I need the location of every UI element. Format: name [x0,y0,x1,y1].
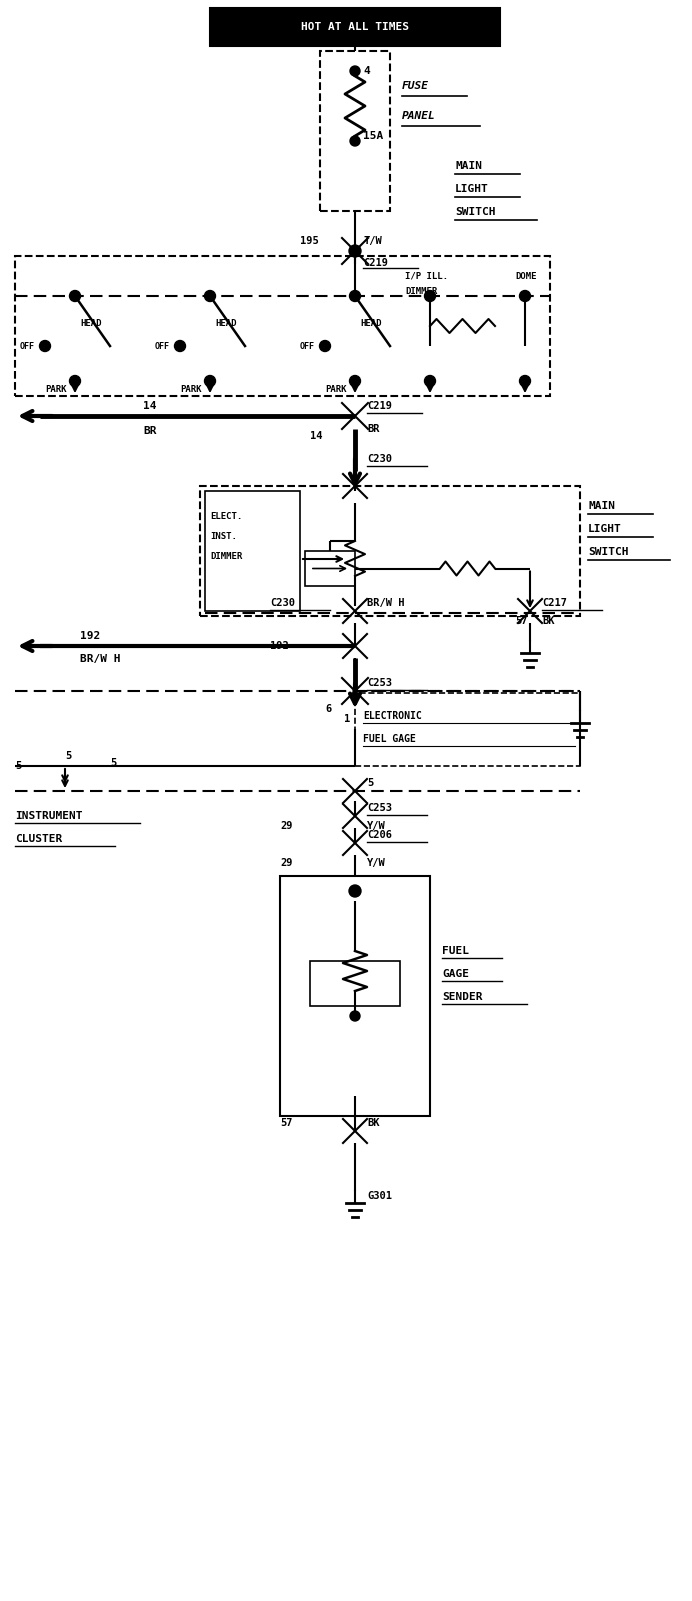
Text: Y/W: Y/W [367,821,385,831]
Circle shape [520,376,531,386]
Text: DIMMER: DIMMER [210,551,242,560]
Circle shape [349,885,361,897]
Text: INSTRUMENT: INSTRUMENT [15,812,82,821]
Text: LIGHT: LIGHT [588,524,621,535]
Bar [205,492,300,612]
Bar [210,8,500,46]
Text: SENDER: SENDER [442,993,482,1002]
Text: SWITCH: SWITCH [588,548,628,557]
Text: 29: 29 [280,821,293,831]
Text: PARK: PARK [45,384,66,394]
Text: MAIN: MAIN [588,501,615,511]
Text: OFF: OFF [20,341,35,351]
Text: C253: C253 [367,677,392,688]
Text: OFF: OFF [300,341,315,351]
Circle shape [69,376,80,386]
Circle shape [205,376,215,386]
Text: 5: 5 [15,760,21,772]
Text: ELECTRONIC: ELECTRONIC [363,711,421,720]
Text: BR: BR [143,426,157,435]
Circle shape [350,136,360,146]
Text: ELECT.: ELECT. [210,511,242,520]
Circle shape [350,885,360,897]
Bar [355,693,580,765]
Text: LIGHT: LIGHT [455,184,489,194]
Text: 57: 57 [280,1117,293,1129]
Text: BR: BR [367,424,379,434]
Text: INST.: INST. [210,532,237,541]
Bar [320,51,390,211]
Circle shape [349,290,361,301]
Text: T/W: T/W [363,235,382,247]
Text: Y/W: Y/W [367,858,385,868]
Circle shape [424,376,435,386]
Circle shape [350,66,360,75]
Text: HOT AT ALL TIMES: HOT AT ALL TIMES [301,22,409,32]
Text: I/P ILL.: I/P ILL. [405,272,448,280]
Text: SWITCH: SWITCH [455,207,495,218]
Text: PARK: PARK [325,384,347,394]
Circle shape [349,245,361,258]
Text: 195: 195 [300,235,319,247]
Text: C219: C219 [367,400,392,411]
Text: HEAD: HEAD [360,319,381,328]
Text: PARK: PARK [180,384,201,394]
Text: 14: 14 [143,400,157,411]
Text: 192: 192 [80,631,100,640]
Text: 4: 4 [363,66,370,75]
Text: 15A: 15A [363,131,383,141]
Circle shape [39,341,51,352]
Text: BR/W H: BR/W H [80,653,120,664]
Text: 6: 6 [325,704,331,714]
Text: FUEL: FUEL [442,946,469,956]
Circle shape [520,290,531,301]
Text: 57: 57 [515,616,527,626]
Text: 192: 192 [270,640,289,652]
Text: OFF: OFF [155,341,170,351]
Text: BK: BK [367,1117,379,1129]
Text: FUEL GAGE: FUEL GAGE [363,733,416,744]
Bar [280,876,430,1116]
Text: C219: C219 [363,258,388,267]
Text: 29: 29 [280,858,293,868]
Circle shape [320,341,331,352]
Text: HEAD: HEAD [80,319,102,328]
Text: G301: G301 [367,1191,392,1201]
Text: 1: 1 [344,714,350,724]
Text: C253: C253 [367,804,392,813]
Bar [305,551,355,586]
Text: 5: 5 [65,751,71,760]
Text: 14: 14 [310,431,322,440]
Text: 5: 5 [367,778,373,788]
Bar [15,256,550,395]
Text: HEAD: HEAD [215,319,237,328]
Text: BR/W H: BR/W H [367,599,405,608]
Bar [200,487,580,616]
Text: FUSE: FUSE [402,82,429,91]
Circle shape [350,1010,360,1021]
Circle shape [205,290,215,301]
Text: DOME: DOME [515,272,536,280]
Text: 5: 5 [110,757,116,768]
Circle shape [349,376,361,386]
Text: C230: C230 [270,599,295,608]
Circle shape [424,290,435,301]
Text: MAIN: MAIN [455,162,482,171]
Text: BK: BK [542,616,554,626]
Circle shape [69,290,80,301]
Text: PANEL: PANEL [402,110,436,122]
Text: GAGE: GAGE [442,969,469,978]
Bar [310,961,400,1005]
Text: CLUSTER: CLUSTER [15,834,62,844]
Circle shape [174,341,185,352]
Text: C217: C217 [542,599,567,608]
Text: C230: C230 [367,455,392,464]
Text: DIMMER: DIMMER [405,287,437,296]
Text: C206: C206 [367,829,392,841]
